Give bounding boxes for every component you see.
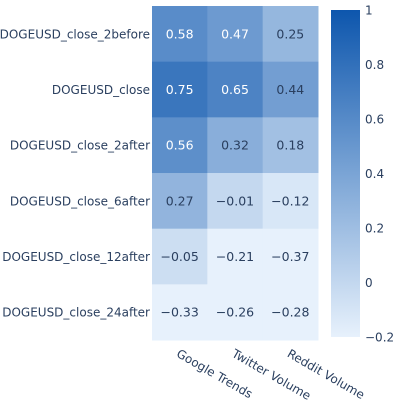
colorbar-tick-label: 0.4 <box>365 167 384 181</box>
heatmap-cell <box>152 117 208 174</box>
heatmap-cell-label: 0.32 <box>221 138 249 153</box>
row-label: DOGEUSD_close_12after <box>2 250 150 264</box>
colorbar-tick-label: 0.8 <box>365 58 384 72</box>
heatmap-cell-label: 0.58 <box>166 26 194 41</box>
colorbar <box>331 10 360 337</box>
heatmap-cell <box>207 284 264 341</box>
heatmap-cell-label: −0.12 <box>271 193 309 208</box>
heatmap-cell-label: 0.65 <box>221 82 249 97</box>
heatmap-cell-label: −0.05 <box>161 249 199 264</box>
colorbar-tick-label: 0.2 <box>365 222 384 236</box>
heatmap-cell <box>262 117 319 174</box>
heatmap-cell-label: 0.25 <box>276 26 304 41</box>
heatmap-cell-label: 0.44 <box>276 82 304 97</box>
heatmap-cell <box>207 61 264 118</box>
heatmap-cells <box>152 6 319 341</box>
heatmap-cell <box>207 6 264 63</box>
heatmap-cell-label: −0.21 <box>216 249 254 264</box>
colorbar-tick-label: 1 <box>365 4 373 18</box>
row-label: DOGEUSD_close_6after <box>10 194 150 208</box>
row-label: DOGEUSD_close_2after <box>10 139 150 153</box>
heatmap-cell <box>262 6 319 63</box>
heatmap-cell <box>152 284 208 341</box>
heatmap-cell <box>152 61 208 118</box>
heatmap-cell-label: 0.18 <box>276 138 304 153</box>
heatmap-cell <box>262 61 319 118</box>
row-label: DOGEUSD_close_2before <box>0 27 150 41</box>
colorbar-tick-label: −0.2 <box>365 331 394 345</box>
heatmap-cell-label: 0.56 <box>166 138 194 153</box>
heatmap-cell <box>262 284 319 341</box>
heatmap-cell <box>262 228 319 285</box>
row-label: DOGEUSD_close <box>52 83 150 97</box>
heatmap-cell <box>207 173 264 230</box>
colorbar-tick-label: 0.6 <box>365 113 384 127</box>
heatmap-cell-label: 0.47 <box>221 26 249 41</box>
heatmap-cell <box>207 228 264 285</box>
row-label: DOGEUSD_close_24after <box>2 306 150 320</box>
heatmap-cell <box>262 173 319 230</box>
heatmap-cell <box>152 6 208 63</box>
heatmap-cell-label: −0.33 <box>161 305 199 320</box>
heatmap-row-labels: DOGEUSD_close_2before DOGEUSD_close DOGEUS… <box>0 27 150 319</box>
heatmap-cell-label: −0.26 <box>216 305 254 320</box>
heatmap-cell <box>152 228 208 285</box>
colorbar-tick-label: 0 <box>365 276 373 290</box>
heatmap-cell-label: −0.37 <box>271 249 309 264</box>
heatmap-cell <box>152 173 208 230</box>
heatmap-cell-label: 0.75 <box>166 82 194 97</box>
heatmap-cell <box>207 117 264 174</box>
heatmap-cell-label: 0.27 <box>166 193 194 208</box>
heatmap-cell-label: −0.01 <box>216 193 254 208</box>
heatmap-cell-label: −0.28 <box>271 305 309 320</box>
colorbar-tick-labels: 1 0.8 0.6 0.4 0.2 0 −0.2 <box>365 4 394 345</box>
heatmap-cell-labels: 0.58 0.47 0.25 0.75 0.65 0.44 0.56 0.32 0.18 0.27… <box>161 26 310 319</box>
